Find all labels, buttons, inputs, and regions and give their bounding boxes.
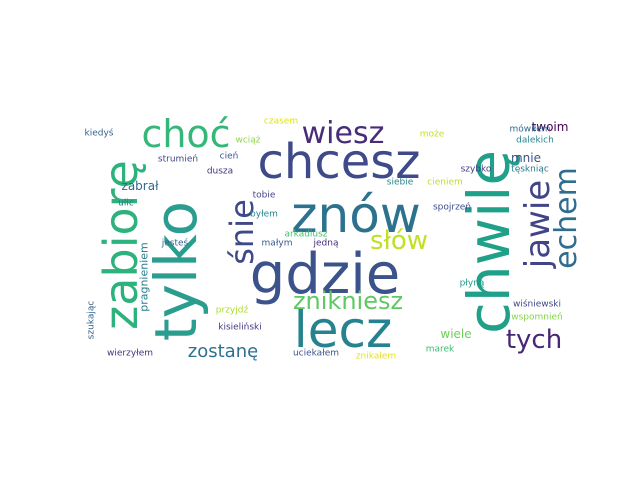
word-chcesz: chcesz <box>257 134 421 190</box>
word-teskniac: tęskniąc <box>511 164 549 175</box>
word-ulic: ulic <box>118 198 134 209</box>
word-dusza: dusza <box>206 166 234 177</box>
word-jestes: jesteś <box>161 238 189 249</box>
word-wiesz: wiesz <box>301 116 385 151</box>
word-uciekalem: uciekałem <box>292 348 340 359</box>
word-arkadiusz: arkadiusz <box>284 229 328 240</box>
word-strumien: strumień <box>157 154 199 165</box>
word-dalekich: dalekich <box>516 135 554 146</box>
word-mnie: mnie <box>510 151 542 165</box>
word-znow: znów <box>291 186 421 244</box>
word-lecz: lecz <box>293 301 393 359</box>
word-wisniewski: wiśniewski <box>512 299 562 310</box>
word-jedna: jedną <box>313 238 339 249</box>
word-bylem: byłem <box>250 209 278 220</box>
word-tobie: tobie <box>252 190 276 201</box>
word-slow: słów <box>369 226 429 256</box>
word-wspomnien: wspomnień <box>511 312 563 323</box>
word-tylko: tylko <box>142 200 210 342</box>
word-przyjdz: przyjdź <box>215 305 249 316</box>
word-kisielinski: kisieliński <box>218 322 262 333</box>
word-znikalem: znikałem <box>355 351 397 362</box>
word-gdzie: gdzie <box>249 242 401 307</box>
word-echem: echem <box>549 167 584 269</box>
word-moze: może <box>419 129 445 140</box>
word-zostane: zostanę <box>187 341 259 362</box>
word-wciaz: wciąż <box>235 135 261 146</box>
word-twoim: twoim <box>531 120 569 134</box>
word-szukajac: szukając <box>86 300 97 340</box>
word-wierzylem: wierzyłem <box>106 348 154 359</box>
word-wiele: wiele <box>440 327 472 341</box>
word-plyna: płyną <box>459 278 485 289</box>
word-spojrzen: spojrzeń <box>432 202 472 213</box>
word-mowilem: mówiłem <box>509 124 551 135</box>
word-znikniesz: znikniesz <box>292 287 404 315</box>
word-chwile: chwilę <box>455 150 523 334</box>
word-tych: tych <box>505 325 563 355</box>
word-kiedys: kiedyś <box>84 128 114 139</box>
word-zabral: zabrał <box>121 179 159 193</box>
word-pragnieniem: pragnieniem <box>137 242 151 312</box>
word-malym: małym <box>261 238 293 249</box>
word-cien: cień <box>219 151 239 162</box>
word-siebie: siebie <box>386 177 414 188</box>
word-marek: marek <box>425 344 455 355</box>
word-czasem: czasem <box>263 116 299 127</box>
word-choc: choć <box>141 112 231 156</box>
word-szybko: szybko <box>460 164 492 175</box>
word-cieniem: cieniem <box>427 177 463 188</box>
